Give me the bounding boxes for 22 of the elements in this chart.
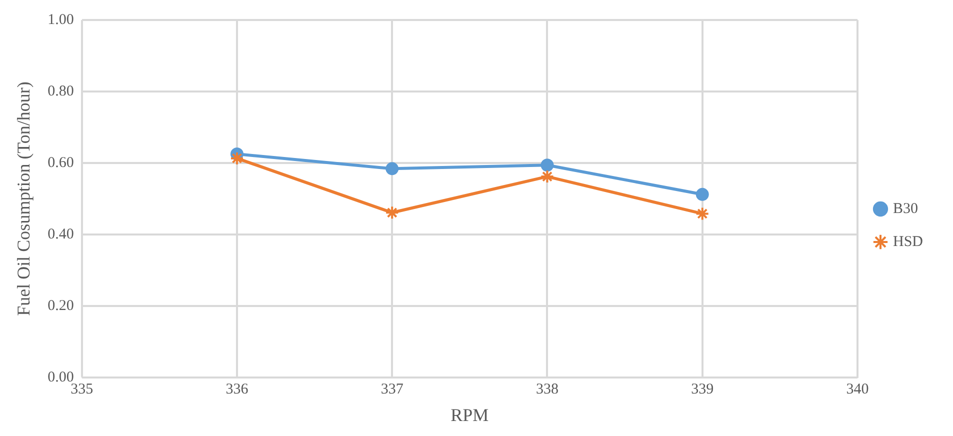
y-axis-title: Fuel Oil Cosumption (Ton/hour) xyxy=(14,82,34,316)
x-axis-title: RPM xyxy=(450,404,489,425)
point xyxy=(695,206,710,221)
point xyxy=(385,206,400,220)
legend-label: HSD xyxy=(892,234,924,250)
point xyxy=(386,162,399,176)
x-tick-label: 336 xyxy=(226,381,249,398)
legend-label: B30 xyxy=(892,200,918,217)
x-tick-label: 335 xyxy=(70,381,94,398)
y-tick-label: 1.00 xyxy=(48,12,74,28)
x-tick-label: 337 xyxy=(380,381,404,398)
y-tick-label: 0.40 xyxy=(48,226,74,242)
x-tick-label: 339 xyxy=(691,381,714,398)
y-tick-label: 0.20 xyxy=(48,298,74,314)
y-tick-label: 0.80 xyxy=(48,83,74,100)
y-tick-label: 0.60 xyxy=(48,154,74,171)
point xyxy=(540,170,554,184)
point xyxy=(540,158,554,172)
x-tick-label: 340 xyxy=(846,381,869,398)
point xyxy=(230,151,244,166)
point xyxy=(696,188,709,201)
x-tick-label: 338 xyxy=(536,381,558,398)
